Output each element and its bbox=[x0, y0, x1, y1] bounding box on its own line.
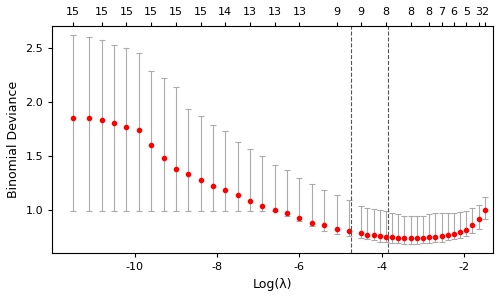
X-axis label: Log(λ): Log(λ) bbox=[253, 278, 292, 291]
Y-axis label: Binomial Deviance: Binomial Deviance bbox=[7, 81, 20, 198]
